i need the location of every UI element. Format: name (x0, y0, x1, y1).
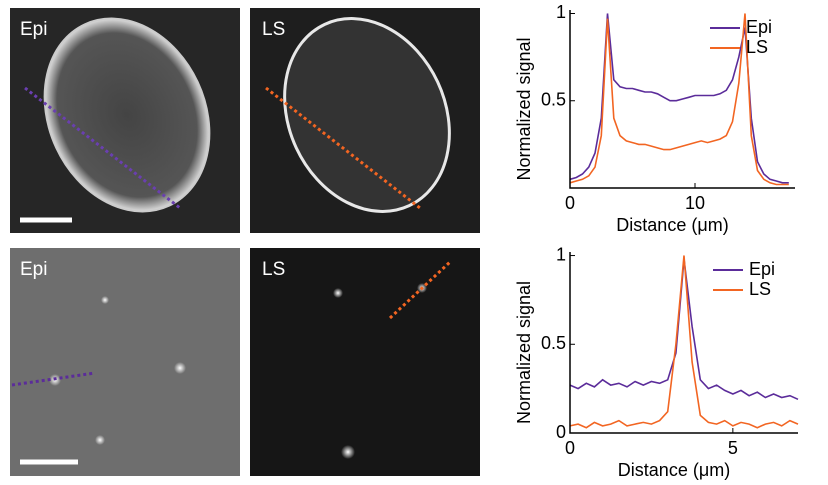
image-label: Epi (20, 19, 47, 40)
legend-label: Epi (749, 259, 775, 279)
spot (341, 445, 355, 459)
image-label: LS (262, 19, 285, 40)
cell (43, 17, 211, 213)
legend-label: Epi (746, 17, 772, 37)
spot (333, 288, 343, 298)
x-axis-label: Distance (μm) (616, 215, 728, 235)
y-tick-label: 1 (556, 244, 566, 264)
y-tick-label: 1 (556, 2, 566, 22)
y-tick-label: 0.5 (541, 333, 566, 353)
spot (95, 435, 105, 445)
x-axis-label: Distance (μm) (618, 460, 730, 480)
image-panel (250, 248, 480, 476)
x-tick-label: 5 (728, 438, 738, 458)
image-panels: Epi LS Epi LS (10, 8, 480, 476)
profile-line (11, 371, 96, 387)
cell (283, 17, 451, 213)
image-label: LS (262, 259, 285, 280)
series-line (569, 13, 789, 186)
y-tick-label: 0 (556, 422, 566, 442)
x-tick-label: 0 (565, 193, 575, 213)
x-tick-label: 0 (565, 438, 575, 458)
spot (101, 296, 109, 304)
series-line (569, 255, 799, 429)
image-label: Epi (20, 259, 47, 280)
y-tick-label: 0.5 (541, 89, 566, 109)
legend-label: LS (749, 279, 771, 299)
x-tick-label: 10 (685, 193, 705, 213)
y-axis-label: Normalized signal (514, 37, 534, 180)
legend-label: LS (746, 37, 768, 57)
image-panel (10, 248, 240, 476)
profile-line (24, 86, 181, 210)
profile-line (265, 86, 421, 210)
y-axis-label: Normalized signal (514, 281, 534, 424)
profile-line (388, 260, 452, 320)
spot (174, 362, 186, 374)
